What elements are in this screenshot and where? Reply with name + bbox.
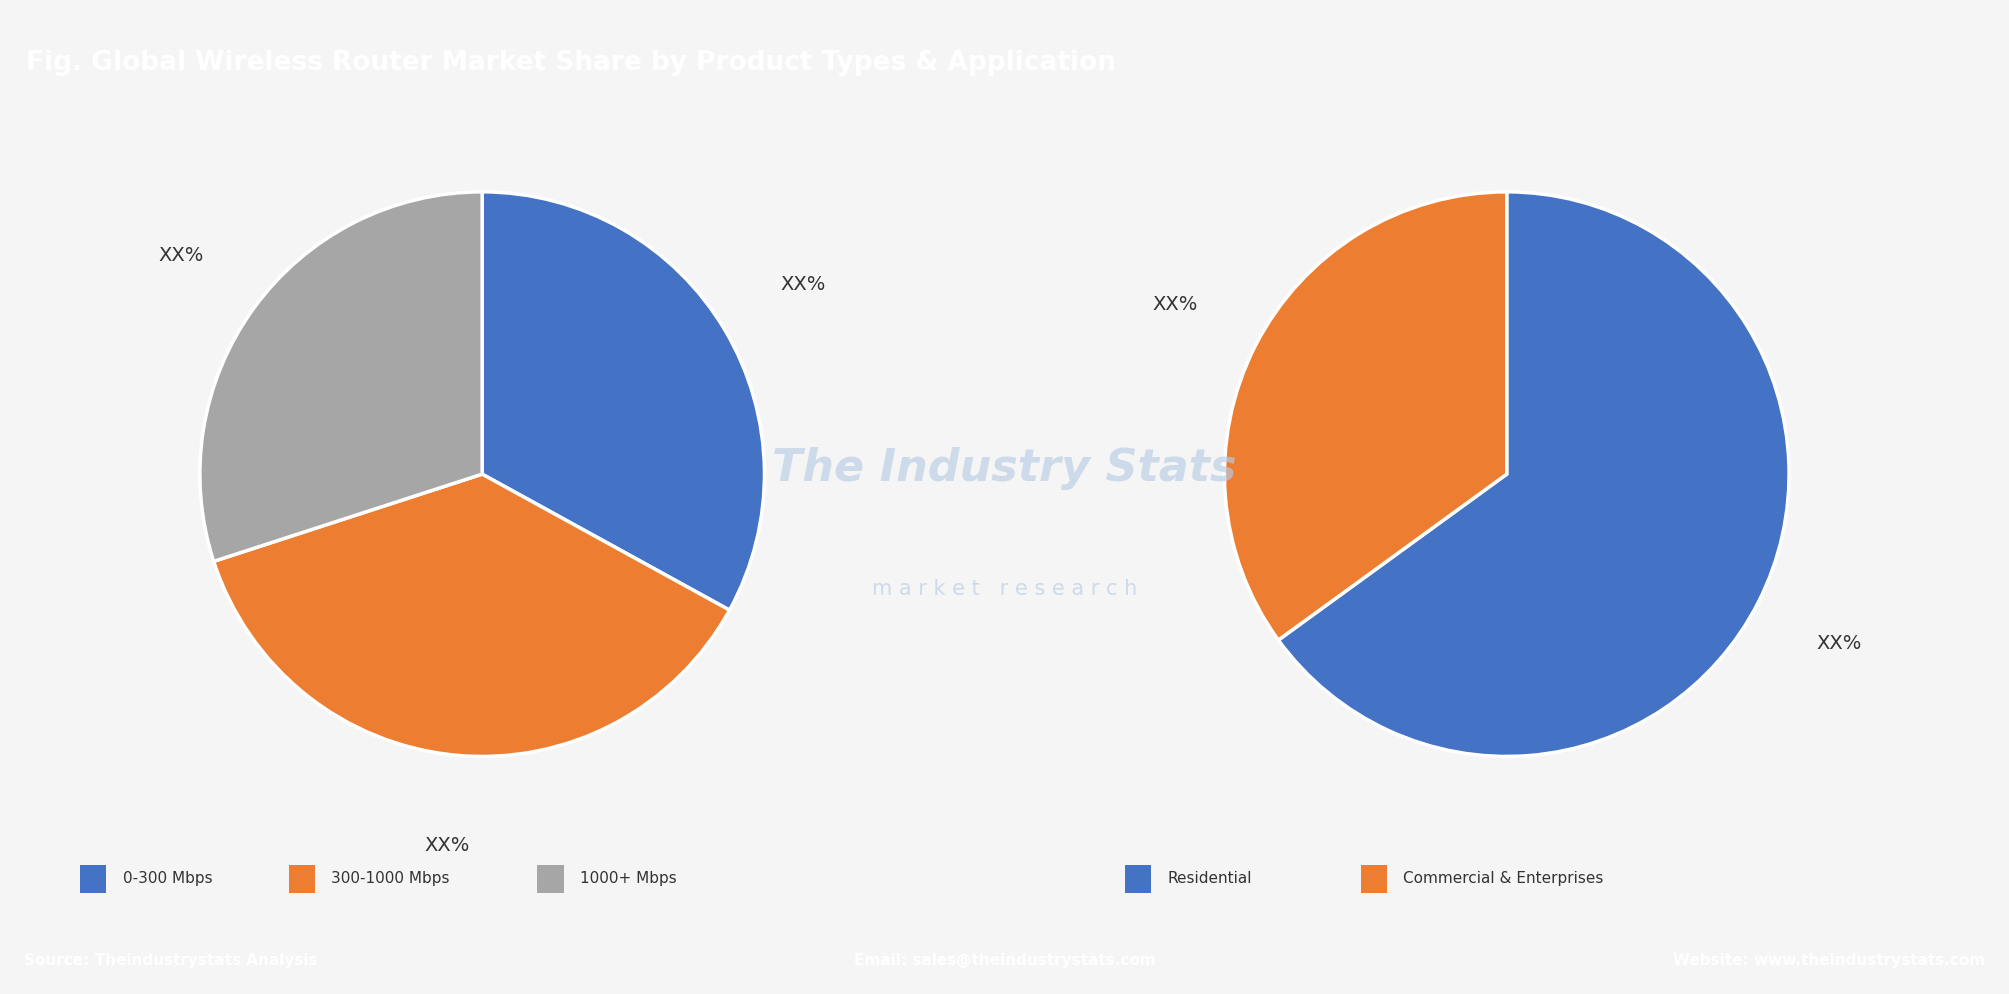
Wedge shape xyxy=(1278,192,1790,756)
Bar xyxy=(289,865,315,893)
Bar xyxy=(80,865,106,893)
Wedge shape xyxy=(482,192,765,610)
Text: Residential: Residential xyxy=(1167,871,1252,887)
Text: The Industry Stats: The Industry Stats xyxy=(771,446,1238,490)
Text: 300-1000 Mbps: 300-1000 Mbps xyxy=(331,871,450,887)
Text: Website: www.theindustrystats.com: Website: www.theindustrystats.com xyxy=(1673,952,1985,968)
Text: XX%: XX% xyxy=(424,836,470,855)
Text: XX%: XX% xyxy=(779,275,826,294)
Text: Email: sales@theindustrystats.com: Email: sales@theindustrystats.com xyxy=(854,952,1155,968)
Text: Commercial & Enterprises: Commercial & Enterprises xyxy=(1402,871,1603,887)
Text: XX%: XX% xyxy=(1816,634,1862,653)
Text: 0-300 Mbps: 0-300 Mbps xyxy=(123,871,213,887)
Text: m a r k e t   r e s e a r c h: m a r k e t r e s e a r c h xyxy=(872,579,1137,599)
Wedge shape xyxy=(213,474,729,756)
Bar xyxy=(536,865,563,893)
Bar xyxy=(1362,865,1386,893)
Text: Fig. Global Wireless Router Market Share by Product Types & Application: Fig. Global Wireless Router Market Share… xyxy=(26,50,1117,76)
Bar xyxy=(1125,865,1151,893)
Text: Source: Theindustrystats Analysis: Source: Theindustrystats Analysis xyxy=(24,952,317,968)
Text: 1000+ Mbps: 1000+ Mbps xyxy=(579,871,677,887)
Text: XX%: XX% xyxy=(1151,295,1197,314)
Text: XX%: XX% xyxy=(159,246,203,264)
Wedge shape xyxy=(199,192,482,562)
Wedge shape xyxy=(1223,192,1507,640)
